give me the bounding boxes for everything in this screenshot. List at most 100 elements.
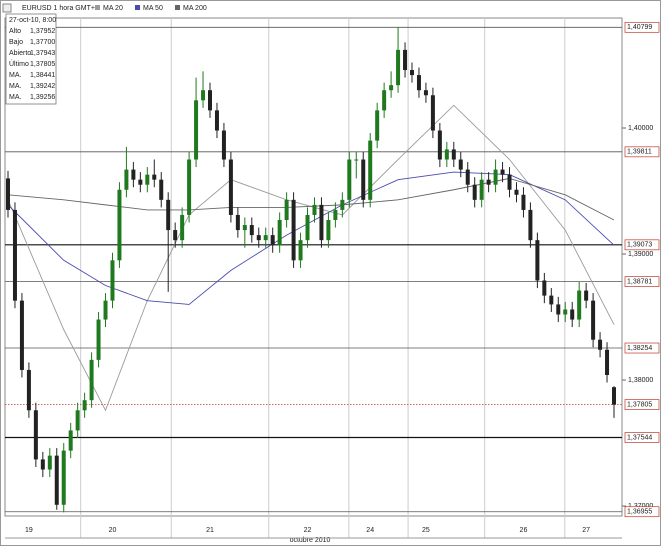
candle-body bbox=[26, 369, 31, 411]
candle-body bbox=[528, 209, 533, 241]
candle-body bbox=[416, 75, 421, 91]
candle-body bbox=[131, 169, 136, 180]
candle-body bbox=[563, 309, 568, 315]
x-tick-label: 27 bbox=[582, 527, 590, 534]
y-tick-label: 1,38000 bbox=[628, 377, 653, 384]
info-value: 1,37805 bbox=[30, 61, 55, 68]
candle-body bbox=[166, 199, 171, 231]
candle-body bbox=[214, 110, 219, 131]
price-label: 1,38254 bbox=[627, 345, 652, 352]
legend-label: MA 20 bbox=[103, 5, 123, 12]
x-tick-label: 25 bbox=[422, 527, 430, 534]
candle-body bbox=[187, 159, 192, 215]
candle-body bbox=[249, 225, 254, 236]
candle-body bbox=[570, 309, 575, 320]
candle-body bbox=[368, 140, 373, 200]
candle-body bbox=[556, 304, 561, 315]
candle-body bbox=[584, 290, 589, 301]
legend-swatch bbox=[135, 5, 140, 10]
candle-body bbox=[61, 450, 66, 505]
candle-body bbox=[33, 410, 38, 460]
candle-body bbox=[375, 110, 380, 141]
candle-body bbox=[152, 174, 157, 180]
candle-body bbox=[403, 49, 408, 71]
info-value: 1,37943 bbox=[30, 50, 55, 57]
info-value: 1,37700 bbox=[30, 39, 55, 46]
candle-body bbox=[54, 455, 59, 505]
plot-area bbox=[4, 17, 623, 517]
candle-body bbox=[340, 199, 345, 210]
candle-body bbox=[396, 49, 401, 86]
candle-body bbox=[221, 130, 226, 160]
info-value: 1,39256 bbox=[30, 94, 55, 101]
candle-body bbox=[89, 359, 94, 401]
price-label: 1,40799 bbox=[627, 24, 652, 31]
candle-body bbox=[507, 174, 512, 190]
x-tick-label: 26 bbox=[520, 527, 528, 534]
candle-body bbox=[263, 235, 268, 241]
price-label: 1,38781 bbox=[627, 278, 652, 285]
candle-body bbox=[326, 219, 331, 241]
info-value: 1,39242 bbox=[30, 83, 55, 90]
price-label-box bbox=[624, 239, 660, 251]
x-tick-label: 21 bbox=[206, 527, 214, 534]
x-tick-label: 19 bbox=[25, 527, 33, 534]
candle-body bbox=[82, 400, 87, 411]
candle-body bbox=[451, 149, 456, 160]
price-label: 1,37544 bbox=[627, 434, 652, 441]
candle-body bbox=[423, 90, 428, 96]
candle-body bbox=[235, 214, 240, 231]
menu-button[interactable] bbox=[2, 3, 12, 13]
price-label: 1,36955 bbox=[627, 509, 652, 516]
candle-body bbox=[549, 295, 554, 305]
info-value: 1,37952 bbox=[30, 28, 55, 35]
candle-body bbox=[347, 159, 352, 200]
legend-swatch bbox=[175, 5, 180, 10]
candle-body bbox=[68, 430, 73, 451]
candle-body bbox=[410, 70, 414, 76]
candle-body bbox=[472, 184, 477, 200]
price-label: 1,39811 bbox=[627, 149, 652, 156]
candle-body bbox=[577, 290, 582, 320]
price-label-box bbox=[624, 276, 660, 287]
price-label-box bbox=[624, 342, 660, 354]
candle-body bbox=[291, 199, 296, 261]
info-label: Último bbox=[9, 59, 29, 68]
candle-body bbox=[6, 178, 10, 210]
candle-body bbox=[430, 95, 435, 131]
candle-body bbox=[500, 169, 505, 175]
price-label-box bbox=[624, 146, 660, 158]
candle-body bbox=[75, 410, 80, 431]
candle-body bbox=[173, 230, 178, 241]
candle-body bbox=[319, 204, 324, 241]
info-value: 1,38441 bbox=[30, 72, 55, 79]
candle-body bbox=[124, 169, 129, 190]
candle-body bbox=[145, 174, 150, 185]
info-label: MA. bbox=[9, 94, 22, 101]
candle-body bbox=[110, 260, 115, 301]
candle-body bbox=[103, 300, 108, 320]
candle-body bbox=[382, 90, 387, 111]
candle-body bbox=[361, 159, 366, 200]
candle-body bbox=[444, 149, 449, 160]
candle-body bbox=[117, 189, 122, 261]
candle-body bbox=[333, 209, 338, 220]
candle-body bbox=[228, 159, 233, 215]
candle-body bbox=[96, 319, 101, 360]
candle-body bbox=[591, 300, 596, 340]
info-label: Abierto bbox=[9, 50, 31, 57]
candle-body bbox=[312, 204, 317, 215]
candle-body bbox=[180, 214, 185, 241]
candle-body bbox=[194, 100, 199, 160]
candle-body bbox=[486, 179, 491, 185]
candle-body bbox=[19, 300, 24, 370]
info-label: Bajo bbox=[9, 39, 23, 46]
candle-body bbox=[208, 90, 212, 111]
candle-body bbox=[242, 225, 247, 231]
info-label: MA. bbox=[9, 83, 22, 90]
candle-body bbox=[437, 130, 442, 160]
candle-body bbox=[138, 179, 143, 185]
info-label: Alto bbox=[9, 28, 21, 35]
candle-body bbox=[612, 387, 616, 405]
candle-body bbox=[159, 179, 164, 200]
